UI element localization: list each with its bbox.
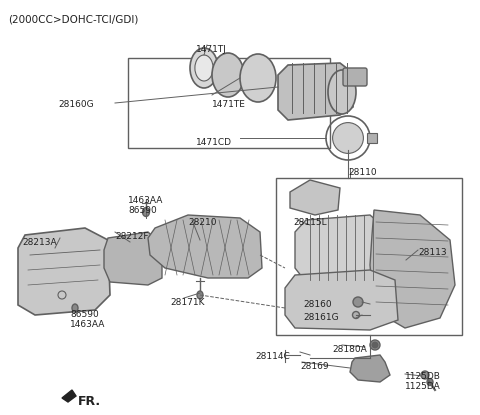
Ellipse shape (333, 122, 363, 154)
Polygon shape (350, 355, 390, 382)
Text: 28110: 28110 (348, 168, 377, 177)
Text: 28169: 28169 (300, 362, 329, 371)
Polygon shape (290, 180, 340, 215)
Text: 1125DA: 1125DA (405, 382, 441, 391)
Text: 28213A: 28213A (22, 238, 57, 247)
Text: 1471TE: 1471TE (212, 100, 246, 109)
Ellipse shape (370, 340, 380, 350)
FancyBboxPatch shape (343, 68, 367, 86)
Ellipse shape (427, 378, 433, 386)
Text: 1471CD: 1471CD (196, 138, 232, 147)
Text: 28171K: 28171K (170, 298, 204, 307)
Bar (367, 133, 377, 143)
Ellipse shape (372, 342, 378, 348)
Text: 1463AA: 1463AA (128, 196, 163, 205)
Text: 86590: 86590 (70, 310, 99, 319)
Ellipse shape (421, 371, 429, 379)
Text: 28210: 28210 (188, 218, 216, 227)
Polygon shape (104, 232, 162, 285)
Text: 1125DB: 1125DB (405, 372, 441, 381)
Ellipse shape (328, 70, 356, 114)
Text: 1471TJ: 1471TJ (196, 45, 227, 54)
Text: 28212F: 28212F (115, 232, 148, 241)
Polygon shape (370, 210, 455, 328)
Ellipse shape (195, 55, 213, 81)
Text: 28160: 28160 (303, 300, 332, 309)
Ellipse shape (240, 54, 276, 102)
Ellipse shape (212, 53, 244, 97)
Ellipse shape (72, 304, 78, 312)
Polygon shape (295, 215, 385, 282)
Text: 28161G: 28161G (303, 313, 338, 322)
Ellipse shape (352, 312, 360, 318)
Text: 28113: 28113 (418, 248, 446, 257)
Polygon shape (285, 270, 398, 330)
Text: 28180A: 28180A (332, 345, 367, 354)
Text: 86590: 86590 (128, 206, 157, 215)
Text: FR.: FR. (78, 395, 101, 408)
Text: 28160G: 28160G (58, 100, 94, 109)
Text: 28114C: 28114C (255, 352, 290, 361)
Polygon shape (18, 228, 110, 315)
Polygon shape (148, 215, 262, 278)
Ellipse shape (143, 208, 149, 217)
Text: 28115L: 28115L (293, 218, 326, 227)
Text: 1463AA: 1463AA (70, 320, 106, 329)
Ellipse shape (353, 297, 363, 307)
Bar (128, 58, 330, 148)
Ellipse shape (197, 291, 203, 299)
Bar (276, 178, 462, 335)
Polygon shape (62, 390, 76, 402)
Text: (2000CC>DOHC-TCI/GDI): (2000CC>DOHC-TCI/GDI) (8, 14, 138, 24)
Polygon shape (278, 63, 353, 120)
Ellipse shape (190, 48, 218, 88)
